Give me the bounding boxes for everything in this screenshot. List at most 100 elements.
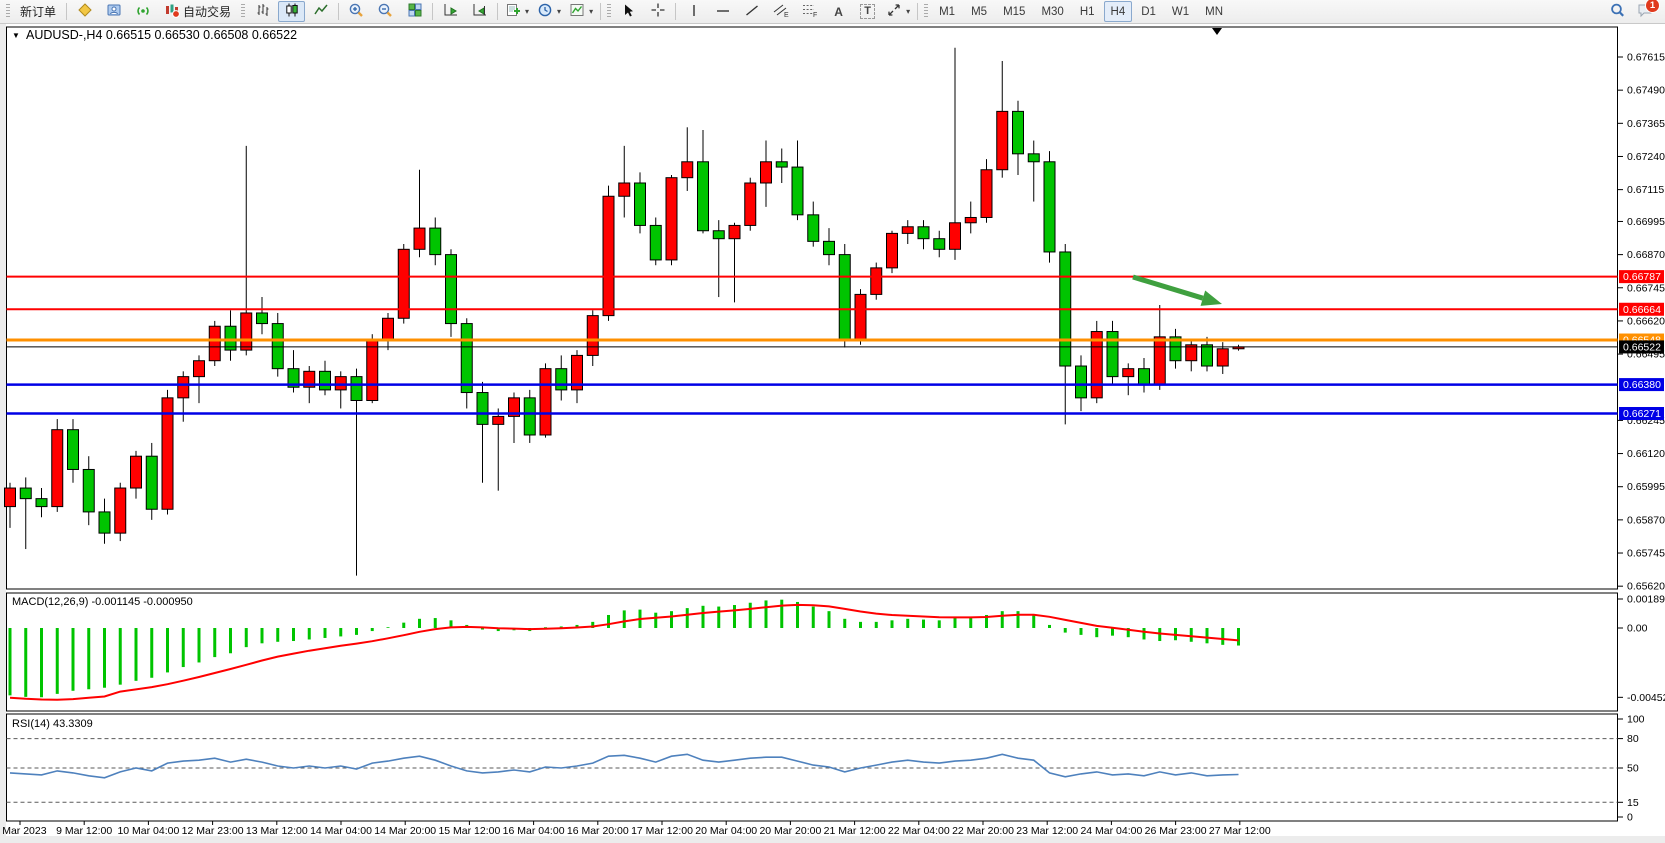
candle-body[interactable] (334, 376, 347, 391)
candle-body[interactable] (224, 325, 237, 351)
candle-body[interactable] (539, 368, 552, 436)
templates-button[interactable]: ▾ (502, 1, 532, 22)
profiles-button[interactable] (100, 1, 127, 22)
candle-body[interactable] (350, 376, 363, 402)
label-tool-button[interactable]: T (854, 1, 881, 22)
zoom-out-button[interactable] (372, 1, 399, 22)
tab-timeframe-m1[interactable]: M1 (939, 5, 956, 18)
candle-body[interactable] (256, 312, 268, 325)
candle-body[interactable] (571, 354, 583, 391)
candle-body[interactable] (901, 226, 914, 234)
candle-body[interactable] (775, 161, 788, 168)
candle-body[interactable] (114, 487, 127, 534)
main-chart-panel[interactable] (6, 26, 1618, 590)
candle-body[interactable] (744, 182, 757, 226)
trendline-tool-button[interactable] (738, 1, 765, 22)
chart-window[interactable]: 0.67615 0.67490 0.67365 0.67240 0.67115 0.669… (0, 24, 1665, 843)
notifications-button[interactable]: 1 (1636, 0, 1660, 22)
tab-timeframe-h1[interactable]: H1 (1079, 5, 1095, 18)
candle-body[interactable] (681, 161, 694, 179)
tab-timeframe-mn[interactable]: MN (1205, 5, 1224, 18)
candle-body[interactable] (823, 240, 835, 256)
candle-body[interactable] (555, 368, 568, 391)
vertical-line-tool-button[interactable] (680, 1, 707, 22)
text-tool-button[interactable]: A (825, 1, 852, 22)
arrows-tool-button[interactable]: ▾ (883, 1, 913, 22)
candle-body[interactable] (854, 293, 867, 340)
tab-timeframe-m30[interactable]: M30 (1041, 5, 1064, 18)
candle-body[interactable] (1169, 336, 1182, 362)
candle-body[interactable] (429, 227, 442, 256)
candle-body[interactable] (319, 370, 331, 391)
candle-body[interactable] (760, 161, 772, 184)
candle-body[interactable] (271, 323, 284, 370)
chart-shift-button[interactable] (466, 1, 493, 22)
candle-body[interactable] (208, 325, 221, 362)
candle-body[interactable] (1012, 110, 1024, 155)
candle-body[interactable] (838, 254, 851, 340)
candle-body[interactable] (177, 376, 190, 399)
candle-body[interactable] (728, 224, 741, 240)
candle-body[interactable] (4, 487, 16, 508)
candle-body[interactable] (649, 224, 662, 261)
candle-body[interactable] (476, 392, 489, 425)
search-button[interactable] (1604, 1, 1631, 22)
candle-body[interactable] (508, 397, 520, 417)
line-chart-button[interactable] (307, 1, 334, 22)
candle-body[interactable] (1075, 365, 1087, 399)
candle-body[interactable] (665, 177, 678, 261)
candle-body[interactable] (366, 338, 379, 402)
crosshair-tool-button[interactable] (644, 1, 671, 22)
candle-body[interactable] (1122, 368, 1135, 378)
candle-body[interactable] (460, 323, 473, 394)
candle-body[interactable] (35, 498, 48, 508)
candle-body[interactable] (1090, 331, 1103, 399)
candle-body[interactable] (240, 312, 253, 351)
candlestick-chart-button[interactable] (278, 1, 306, 22)
toolbar-grip[interactable] (607, 4, 612, 19)
channel-tool-button[interactable]: E (767, 1, 794, 22)
candle-body[interactable] (949, 222, 961, 250)
tab-timeframe-m5[interactable]: M5 (971, 5, 988, 18)
candle-body[interactable] (161, 397, 174, 510)
candle-body[interactable] (634, 182, 646, 226)
candle-body[interactable] (996, 110, 1009, 171)
new-order-button[interactable]: 新订单 (14, 1, 62, 22)
tab-timeframe-w1[interactable]: W1 (1171, 5, 1190, 18)
candle-body[interactable] (19, 487, 32, 500)
candle-body[interactable] (917, 226, 930, 240)
candle-body[interactable] (602, 195, 615, 317)
period-button[interactable]: ▾ (534, 1, 564, 22)
candle-body[interactable] (712, 230, 725, 240)
candle-body[interactable] (697, 161, 709, 232)
candle-body[interactable] (1153, 336, 1166, 386)
candle-body[interactable] (397, 248, 410, 319)
indicators-button[interactable]: ▾ (566, 1, 596, 22)
candle-body[interactable] (445, 254, 457, 325)
candle-body[interactable] (145, 455, 158, 510)
candle-body[interactable] (1201, 344, 1213, 367)
chart-canvas[interactable]: 0.67615 0.67490 0.67365 0.67240 0.67115 0.669… (0, 24, 1665, 843)
market-watch-button[interactable] (71, 1, 98, 22)
candle-body[interactable] (98, 511, 111, 534)
candle-body[interactable] (807, 214, 820, 242)
candle-body[interactable] (492, 415, 505, 425)
zoom-in-button[interactable] (343, 1, 370, 22)
candle-body[interactable] (51, 429, 64, 508)
tab-timeframe-m15[interactable]: M15 (1003, 5, 1026, 18)
candle-body[interactable] (1106, 331, 1119, 378)
candle-body[interactable] (586, 315, 599, 356)
toolbar-grip[interactable] (241, 4, 246, 19)
candle-body[interactable] (886, 232, 898, 269)
trend-arrow-shaft[interactable] (1132, 274, 1204, 301)
candle-body[interactable] (382, 317, 394, 340)
candle-body[interactable] (1185, 344, 1198, 362)
candle-body[interactable] (980, 169, 993, 218)
toolbar-grip[interactable] (924, 4, 929, 19)
candle-body[interactable] (287, 368, 300, 388)
toolbar-grip[interactable] (6, 4, 10, 19)
candle-body[interactable] (870, 267, 883, 295)
candle-body[interactable] (933, 238, 946, 250)
candle-body[interactable] (618, 182, 631, 197)
trend-arrow-head[interactable] (1200, 290, 1222, 306)
